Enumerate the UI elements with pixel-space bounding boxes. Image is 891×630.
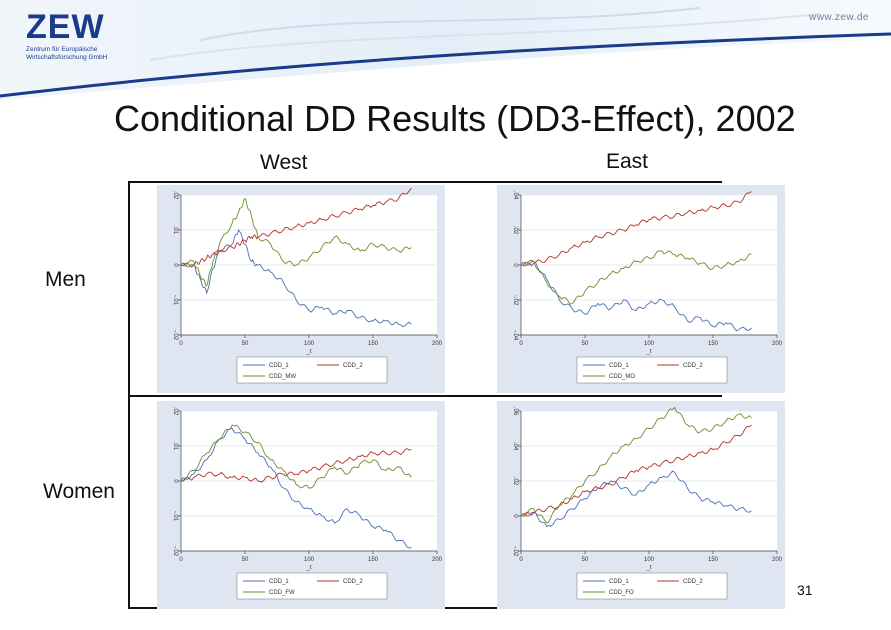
x-tick-label: 0: [179, 557, 183, 563]
legend-box: [576, 572, 728, 600]
legend-box: [576, 356, 728, 384]
page-number: 31: [797, 582, 813, 598]
legend: CDD_1 CDD_2 CDD_MW: [236, 356, 388, 384]
legend-label: CDD_1: [269, 579, 289, 585]
series-line-cdd-1: [520, 470, 752, 528]
series-line-cdd-2: [180, 187, 412, 268]
x-tick-label: 150: [708, 341, 719, 347]
legend: CDD_1 CDD_2 CDD_MO: [576, 356, 728, 384]
x-tick-label: 100: [644, 341, 655, 347]
row-header-men: Men: [45, 268, 86, 291]
zew-logo: ZEW: [26, 8, 105, 46]
chart-panel-east-women: -.02 0.02.04.06 0 50 100 150 200 _t CDD_1 CDD_2 CD…: [497, 401, 785, 609]
legend-label: CDD_MO: [609, 374, 635, 380]
legend-label: CDD_2: [683, 579, 703, 585]
y-tick-label: .06: [512, 407, 518, 416]
y-tick-label: -.01: [172, 511, 178, 522]
legend-label: CDD_2: [343, 363, 363, 369]
y-tick-label: -.02: [512, 546, 518, 557]
chart-panel-east-men: -.04 -.02 0.02.04 0 50 100 150 200 _t CDD_1 CDD_2 C…: [497, 185, 785, 393]
legend: CDD_1 CDD_2 CDD_FW: [236, 572, 388, 600]
y-tick-label: 0: [512, 263, 518, 267]
y-tick-label: 0: [172, 263, 178, 267]
y-tick-label: .04: [512, 442, 518, 451]
legend-label: CDD_1: [269, 363, 289, 369]
legend: CDD_1 CDD_2 CDD_FO: [576, 572, 728, 600]
x-axis-label: _t: [305, 565, 311, 571]
x-tick-label: 150: [368, 557, 379, 563]
x-tick-label: 0: [179, 341, 183, 347]
legend-label: CDD_2: [343, 579, 363, 585]
legend-label: CDD_FO: [609, 590, 634, 596]
x-tick-label: 200: [432, 557, 443, 563]
x-tick-label: 200: [772, 557, 783, 563]
y-tick-label: 0: [172, 479, 178, 483]
x-tick-label: 0: [519, 557, 523, 563]
column-header-west: West: [260, 151, 308, 174]
x-tick-label: 100: [304, 557, 315, 563]
x-tick-label: 50: [582, 341, 589, 347]
chart-panel-west-women: -.02 -.01 0.01.02 0 50 100 150 200 _t CDD_1 CDD_2 C…: [157, 401, 445, 609]
y-tick-label: -.02: [172, 330, 178, 341]
column-header-east: East: [606, 150, 649, 173]
y-tick-label: 0: [512, 514, 518, 518]
y-tick-label: .02: [172, 407, 178, 416]
frame-top-line: [128, 181, 722, 183]
x-axis-label: _t: [305, 349, 311, 355]
y-tick-label: .01: [172, 442, 178, 451]
y-tick-label: .02: [512, 226, 518, 235]
y-tick-label: .02: [512, 477, 518, 486]
legend-box: [236, 572, 388, 600]
logo-subtitle-line-1: Zentrum für Europäische: [26, 46, 98, 53]
series-line-cdd-fo: [521, 406, 752, 524]
legend-box: [236, 356, 388, 384]
series-line-cdd-mo: [520, 250, 752, 305]
legend-label: CDD_1: [609, 363, 629, 369]
legend-label: CDD_1: [609, 579, 629, 585]
y-tick-label: -.01: [172, 295, 178, 306]
frame-middle-line: [128, 395, 722, 397]
x-tick-label: 200: [432, 341, 443, 347]
x-axis-label: _t: [645, 349, 651, 355]
series-line-cdd-1: [520, 260, 752, 332]
series-line-cdd-1: [180, 228, 412, 328]
banner-graphic: [0, 0, 891, 100]
legend-label: CDD_FW: [269, 590, 295, 596]
y-tick-label: -.02: [512, 295, 518, 306]
series-line-cdd-2: [520, 191, 752, 267]
x-tick-label: 150: [708, 557, 719, 563]
header-banner: ZEW Zentrum für Europäische Wirtschaftsf…: [0, 0, 891, 100]
x-tick-label: 200: [772, 341, 783, 347]
x-tick-label: 100: [304, 341, 315, 347]
x-tick-label: 0: [519, 341, 523, 347]
x-tick-label: 100: [644, 557, 655, 563]
series-line-cdd-2: [180, 448, 412, 483]
chart-panel-west-men: -.02 -.01 0.01.02 0 50 100 150 200 _t CDD_1 CDD_2 C…: [157, 185, 445, 393]
y-tick-label: -.04: [512, 330, 518, 341]
slide-title: Conditional DD Results (DD3-Effect), 200…: [114, 98, 796, 139]
x-tick-label: 50: [242, 557, 249, 563]
y-tick-label: .01: [172, 226, 178, 235]
series-line-cdd-fw: [180, 424, 412, 489]
logo-subtitle-line-2: Wirtschaftsforschung GmbH: [26, 54, 108, 61]
logo-subtitle: Zentrum für Europäische Wirtschaftsforsc…: [26, 46, 136, 62]
y-tick-label: -.02: [172, 546, 178, 557]
y-tick-label: .02: [172, 191, 178, 200]
x-tick-label: 50: [582, 557, 589, 563]
y-tick-label: .04: [512, 191, 518, 200]
x-tick-label: 150: [368, 341, 379, 347]
legend-label: CDD_2: [683, 363, 703, 369]
x-tick-label: 50: [242, 341, 249, 347]
row-header-women: Women: [43, 480, 115, 503]
series-line-cdd-mw: [180, 197, 412, 287]
website-url: www.zew.de: [808, 12, 869, 23]
legend-label: CDD_MW: [269, 374, 296, 380]
x-axis-label: _t: [645, 565, 651, 571]
